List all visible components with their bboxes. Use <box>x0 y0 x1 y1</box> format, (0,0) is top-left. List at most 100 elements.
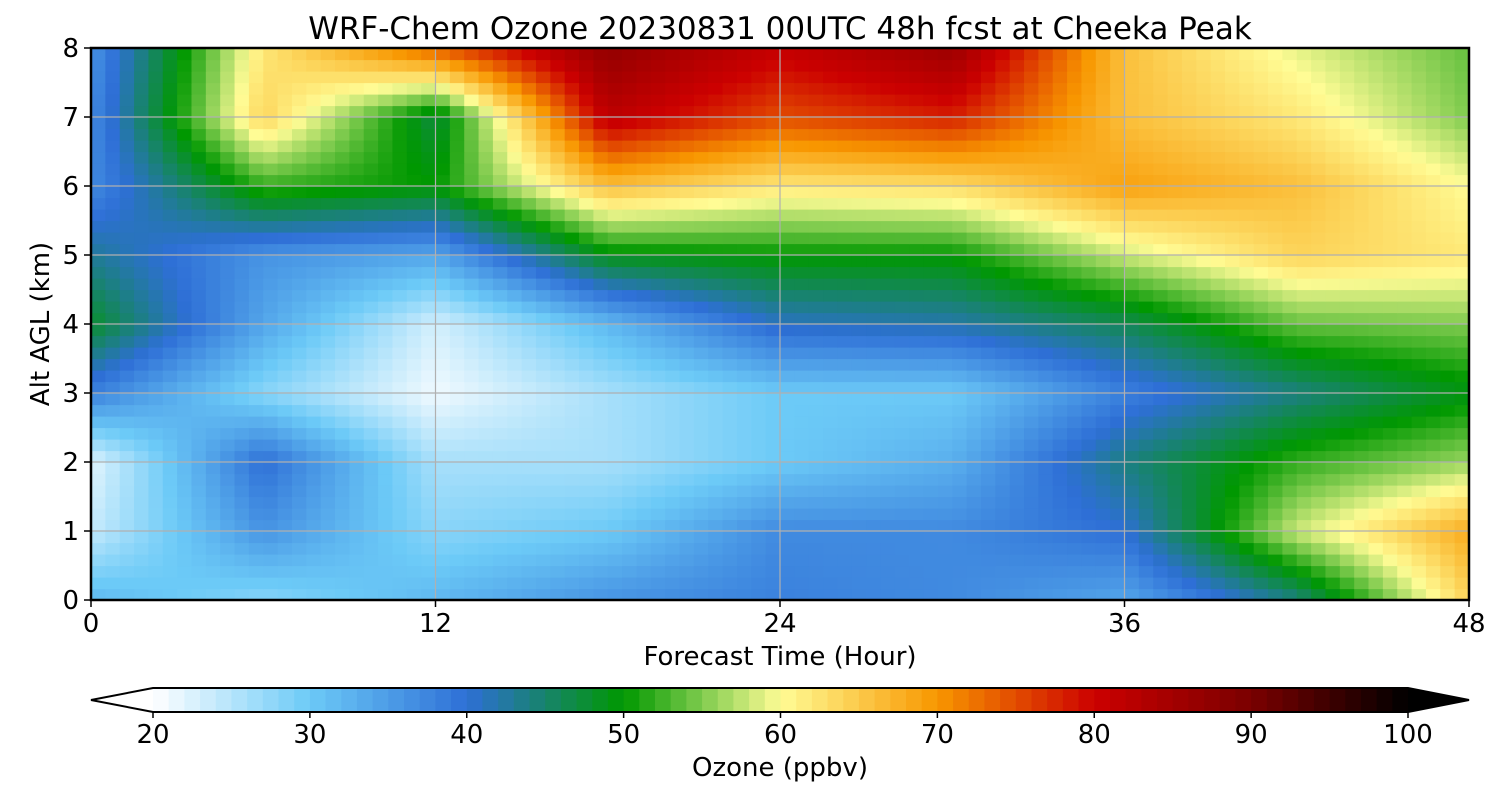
heat-cell <box>492 347 508 360</box>
heat-cell <box>1038 71 1054 84</box>
heat-cell <box>1325 370 1341 383</box>
heat-cell <box>1311 416 1327 429</box>
heat-cell <box>1224 381 1240 394</box>
heat-cell <box>780 209 795 222</box>
heat-cell <box>952 140 968 153</box>
heat-cell <box>866 450 882 463</box>
heat-cell <box>923 71 939 84</box>
heat-cell <box>248 496 264 509</box>
heat-cell <box>248 232 264 245</box>
heat-cell <box>449 542 465 555</box>
heat-cell <box>636 554 652 567</box>
heat-cell <box>320 381 336 394</box>
heat-cell <box>421 163 437 176</box>
heat-cell <box>1181 496 1197 509</box>
heat-cell <box>1454 565 1469 578</box>
heat-cell <box>1339 473 1355 486</box>
colorbar-segment <box>513 688 530 712</box>
heat-cell <box>105 220 121 233</box>
heat-cell <box>579 312 594 325</box>
heat-cell <box>205 565 221 578</box>
heat-cell <box>1354 531 1370 544</box>
heat-cell <box>263 301 279 314</box>
heat-cell <box>378 312 394 325</box>
heat-cell <box>550 128 566 141</box>
heat-cell <box>1268 71 1283 84</box>
heat-cell <box>1296 485 1312 498</box>
heat-cell <box>966 335 982 348</box>
heat-cell <box>1009 577 1025 590</box>
heat-cell <box>1138 335 1154 348</box>
heat-cell <box>1067 151 1083 164</box>
heat-cell <box>636 117 652 130</box>
heat-cell <box>507 197 523 210</box>
heat-cell <box>693 105 709 118</box>
heat-cell <box>1425 416 1441 429</box>
heat-cell <box>780 301 795 314</box>
heat-cell <box>478 163 494 176</box>
heat-cell <box>880 197 896 210</box>
heat-cell <box>335 588 350 600</box>
heat-cell <box>1411 324 1427 337</box>
heat-cell <box>1124 531 1140 544</box>
heat-cell <box>134 128 150 141</box>
heat-cell <box>880 209 896 222</box>
heat-cell <box>1110 186 1126 199</box>
heat-cell <box>1239 186 1255 199</box>
heat-cell <box>435 140 451 153</box>
heat-cell <box>980 301 996 314</box>
heat-cell <box>650 220 666 233</box>
heat-cell <box>1009 289 1025 302</box>
heat-cell <box>378 220 394 233</box>
heat-cell <box>162 163 178 176</box>
heat-cell <box>866 473 882 486</box>
heat-cell <box>1354 197 1370 210</box>
heat-cell <box>765 117 781 130</box>
heat-cell <box>550 59 566 72</box>
heat-cell <box>320 140 336 153</box>
heat-cell <box>923 324 939 337</box>
heat-cell <box>1024 48 1039 61</box>
heat-cell <box>392 94 408 107</box>
heat-cell <box>866 243 882 256</box>
colorbar-segment <box>1000 688 1017 712</box>
heat-cell <box>1052 324 1068 337</box>
heat-cell <box>1024 232 1039 245</box>
heat-cell <box>1296 565 1312 578</box>
heat-cell <box>1196 577 1212 590</box>
heat-cell <box>1224 565 1240 578</box>
heat-cell <box>449 255 465 268</box>
heat-cell <box>1095 462 1111 475</box>
heat-cell <box>823 485 839 498</box>
heat-cell <box>119 220 135 233</box>
heat-cell <box>320 565 336 578</box>
heat-cell <box>880 243 896 256</box>
heat-cell <box>1296 312 1312 325</box>
heat-cell <box>1110 128 1126 141</box>
heat-cell <box>464 48 480 61</box>
heat-cell <box>406 393 422 406</box>
heat-cell <box>1382 462 1398 475</box>
heat-cell <box>277 381 293 394</box>
heat-cell <box>435 462 451 475</box>
heat-cell <box>708 94 724 107</box>
heat-cell <box>808 577 824 590</box>
heat-cell <box>277 174 293 187</box>
heat-cell <box>1368 197 1384 210</box>
heat-cell <box>1268 519 1283 532</box>
heat-cell <box>736 531 752 544</box>
heat-cell <box>105 243 121 256</box>
heat-cell <box>636 565 652 578</box>
heat-cell <box>937 554 953 567</box>
heat-cell <box>277 404 293 417</box>
heat-cell <box>866 94 882 107</box>
heat-cell <box>220 289 236 302</box>
heat-cell <box>966 128 982 141</box>
heat-cell <box>1095 588 1111 600</box>
heat-cell <box>564 301 580 314</box>
heat-cell <box>1196 370 1212 383</box>
heat-cell <box>1339 485 1355 498</box>
heat-cell <box>1239 485 1255 498</box>
heat-cell <box>392 335 408 348</box>
heat-cell <box>593 577 609 590</box>
